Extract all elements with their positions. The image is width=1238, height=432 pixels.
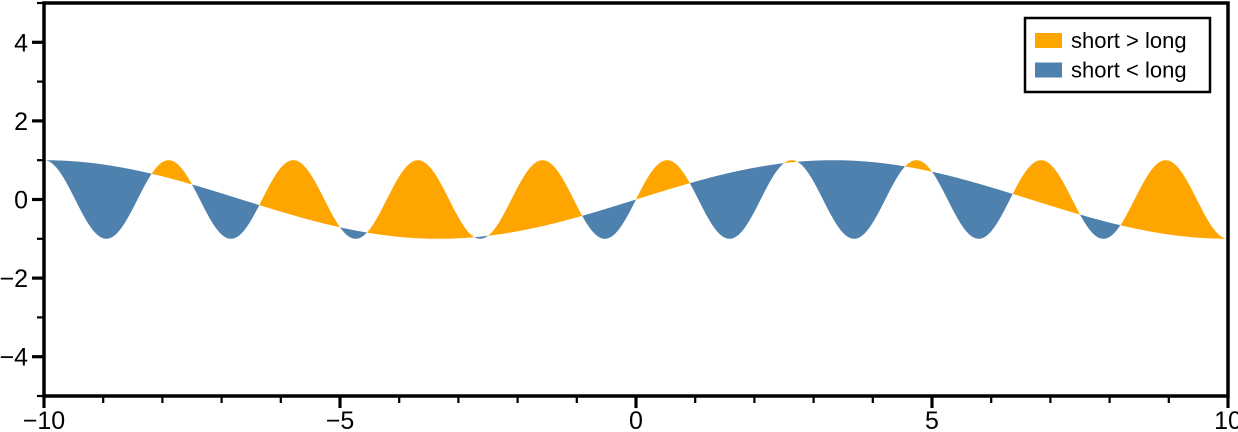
fill-region-short-lt-long [44, 160, 152, 239]
legend-label-short-gt-long: short > long [1071, 28, 1187, 53]
fill-region-short-lt-long [1080, 214, 1121, 239]
fill-region-short-lt-long [192, 184, 260, 239]
fill-region-short-gt-long [1012, 160, 1080, 215]
y-tick-label: −4 [0, 344, 28, 372]
y-tick-label: 4 [14, 29, 28, 57]
axis-ticks [32, 1, 1230, 408]
fill-region-short-gt-long [366, 160, 475, 239]
y-tick-label: 2 [14, 108, 28, 136]
legend-frame [1023, 16, 1212, 94]
fill-region-short-gt-long [151, 160, 192, 185]
x-tick-label: 10 [1214, 407, 1238, 432]
fill-region-short-gt-long [784, 160, 798, 164]
fill-region-short-gt-long [488, 160, 583, 236]
fill-region-short-gt-long [1120, 160, 1228, 239]
fill-region-short-lt-long [474, 235, 488, 239]
fill-region-short-lt-long [582, 199, 636, 239]
legend-swatch-short-lt-long [1035, 62, 1062, 78]
x-tick-label: 5 [925, 407, 939, 432]
legend-label-short-lt-long: short < long [1071, 58, 1187, 83]
axis-tick-labels: −10 −5 0 5 10 −4 −2 0 2 4 [0, 29, 1238, 432]
fill-region-short-lt-long [340, 227, 367, 239]
fill-region-short-lt-long [932, 171, 1013, 239]
fill-regions [44, 160, 1228, 239]
legend-swatch-short-gt-long [1035, 33, 1062, 48]
x-tick-label: −5 [326, 407, 355, 432]
fill-region-short-gt-long [905, 160, 932, 172]
fill-region-short-gt-long [636, 160, 690, 200]
legend: short > long short < long [1023, 16, 1212, 94]
y-tick-label: −2 [0, 265, 28, 293]
fill-region-short-lt-long [689, 163, 784, 239]
fill-region-short-gt-long [259, 160, 340, 228]
fill-region-short-lt-long [797, 160, 906, 239]
y-tick-label: 0 [14, 187, 28, 215]
x-tick-label: −10 [23, 407, 65, 432]
x-tick-label: 0 [629, 407, 643, 432]
